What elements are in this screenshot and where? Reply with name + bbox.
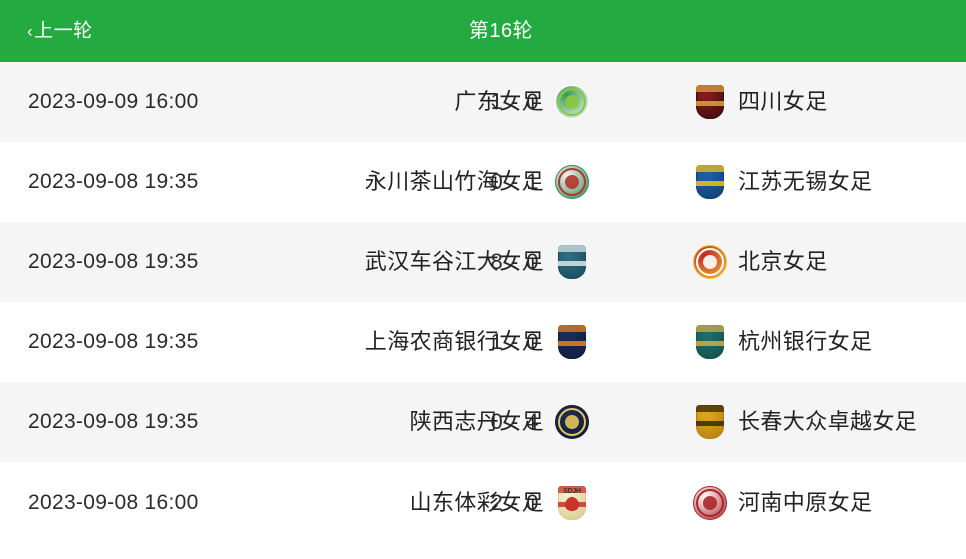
home-team-name: 武汉车谷江大女足 <box>364 249 544 274</box>
away-team[interactable]: 河南中原女足 <box>692 485 872 521</box>
match-row[interactable]: 2023-09-08 16:00 山东体彩女足 SDJH 2 - 0 河南中原女足 <box>0 462 966 544</box>
previous-round-button[interactable]: ‹ 上一轮 <box>27 22 93 41</box>
match-time: 2023-09-08 19:35 <box>28 170 199 193</box>
previous-round-label: 上一轮 <box>34 20 93 42</box>
guangdong-crest-icon <box>554 84 590 120</box>
henan-zhongyuan-crest-icon <box>692 485 728 521</box>
yongchuan-chashanzhuhai-crest-icon <box>554 164 590 200</box>
away-team-name: 杭州银行女足 <box>738 329 873 354</box>
home-team[interactable]: 永川茶山竹海女足 <box>365 164 590 200</box>
away-team-name: 长春大众卓越女足 <box>738 409 918 434</box>
match-row[interactable]: 2023-09-08 19:35 陕西志丹女足 0 - 4 长春大众卓越女足 <box>0 382 966 462</box>
round-title: 第16轮 <box>468 20 534 42</box>
home-team-name: 广东女足 <box>454 89 544 114</box>
away-team[interactable]: 杭州银行女足 <box>692 324 872 360</box>
home-team[interactable]: 广东女足 <box>454 84 590 120</box>
beijing-crest-icon <box>692 244 728 280</box>
home-team-name: 上海农商银行女足 <box>364 329 544 354</box>
match-list: 2023-09-09 16:00 广东女足 1 - 0 四川女足 2023-09-08 … <box>0 62 966 544</box>
app-header: ‹ 上一轮 第16轮 <box>0 0 966 62</box>
match-time: 2023-09-08 19:35 <box>28 330 199 353</box>
away-team[interactable]: 四川女足 <box>692 84 828 120</box>
away-team-name: 河南中原女足 <box>738 490 873 515</box>
wuhan-chegu-jiangda-crest-icon <box>554 244 590 280</box>
shandong-ticai-crest-icon: SDJH <box>554 485 590 521</box>
away-team-name: 四川女足 <box>738 89 828 114</box>
away-team[interactable]: 长春大众卓越女足 <box>692 404 917 440</box>
match-time: 2023-09-08 19:35 <box>28 250 199 273</box>
match-time: 2023-09-09 16:00 <box>28 90 199 113</box>
shaanxi-zhidan-crest-icon <box>554 404 590 440</box>
match-time: 2023-09-08 16:00 <box>28 491 199 514</box>
changchun-dazhong-zhuoyue-crest-icon <box>692 404 728 440</box>
home-team-name: 山东体彩女足 <box>409 490 544 515</box>
hangzhou-bank-crest-icon <box>692 324 728 360</box>
home-team[interactable]: 山东体彩女足 SDJH <box>410 485 590 521</box>
chevron-left-icon: ‹ <box>27 21 34 41</box>
away-team[interactable]: 江苏无锡女足 <box>692 164 872 200</box>
match-row[interactable]: 2023-09-08 19:35 武汉车谷江大女足 8 - 0 北京女足 <box>0 222 966 302</box>
away-team-name: 北京女足 <box>738 249 828 274</box>
sichuan-crest-icon <box>692 84 728 120</box>
jiangsu-wuxi-crest-icon <box>692 164 728 200</box>
match-row[interactable]: 2023-09-08 19:35 上海农商银行女足 1 - 0 杭州银行女足 <box>0 302 966 382</box>
home-team-name: 永川茶山竹海女足 <box>364 169 544 194</box>
home-team[interactable]: 陕西志丹女足 <box>410 404 590 440</box>
match-row[interactable]: 2023-09-09 16:00 广东女足 1 - 0 四川女足 <box>0 62 966 142</box>
shanghai-nongshang-bank-crest-icon <box>554 324 590 360</box>
away-team[interactable]: 北京女足 <box>692 244 828 280</box>
home-team-name: 陕西志丹女足 <box>409 409 544 434</box>
home-team[interactable]: 武汉车谷江大女足 <box>365 244 590 280</box>
match-row[interactable]: 2023-09-08 19:35 永川茶山竹海女足 0 - 1 江苏无锡女足 <box>0 142 966 222</box>
home-team[interactable]: 上海农商银行女足 <box>365 324 590 360</box>
match-time: 2023-09-08 19:35 <box>28 410 199 433</box>
away-team-name: 江苏无锡女足 <box>738 169 873 194</box>
